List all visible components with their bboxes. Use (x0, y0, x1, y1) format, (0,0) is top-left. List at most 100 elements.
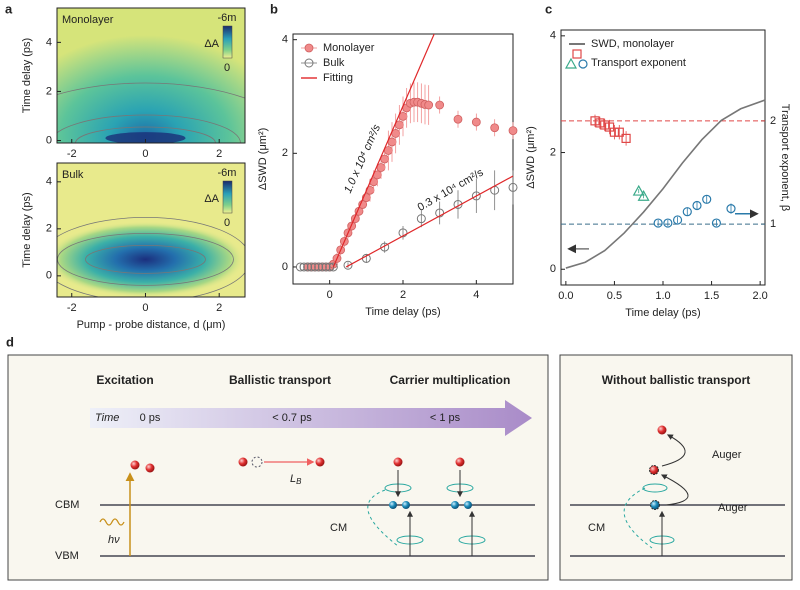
auger-arrow (660, 474, 689, 506)
x-tick-label: 0 (142, 148, 148, 160)
point (435, 208, 445, 218)
x-tick-label: 0.5 (607, 290, 622, 302)
point (614, 127, 624, 137)
heatmap-annotation: Bulk (62, 169, 84, 181)
y-tick-label: 2 (46, 85, 52, 97)
legend-label: SWD, monolayer (591, 38, 674, 50)
heatmap-annotation: Monolayer (62, 14, 114, 26)
electron (238, 457, 248, 467)
cm-label: CM (588, 522, 605, 534)
contour (75, 126, 216, 143)
point (653, 218, 663, 228)
heatmap-image (57, 8, 245, 143)
x-tick-label: 1.0 (655, 290, 670, 302)
point (637, 189, 650, 201)
plot-frame (56, 7, 246, 144)
annotation: 0.3 x 10⁴ cm²/s (416, 166, 486, 214)
point (600, 120, 610, 130)
point (663, 218, 673, 228)
point (304, 43, 314, 53)
y-tick-label: 2 (550, 146, 556, 158)
point (490, 123, 500, 133)
y-tick-label: 0 (550, 263, 556, 275)
y-tick-label: 0 (282, 261, 288, 273)
point (471, 191, 481, 201)
y-tick-label: 4 (550, 30, 556, 42)
y-axis-label: Time delay (ps) (21, 38, 33, 113)
photon-wave (99, 518, 125, 526)
colorbar-label: ΔA (204, 38, 219, 50)
cm-group (384, 457, 424, 556)
stage-title: Ballistic transport (229, 373, 331, 387)
point (692, 200, 702, 211)
panel-label: a (5, 1, 13, 16)
point (672, 215, 683, 225)
point (578, 59, 588, 69)
x-tick-label: -2 (67, 148, 77, 160)
point (595, 118, 605, 128)
point (343, 260, 353, 270)
cm-arc (367, 489, 399, 547)
x-tick-label: -2 (67, 302, 77, 314)
distance-main: L (290, 473, 296, 485)
stage-title: Carrier multiplication (390, 373, 511, 387)
panel-label: c (545, 1, 552, 16)
left-box (7, 354, 549, 581)
point (508, 126, 518, 135)
cbm-label: CBM (55, 499, 79, 511)
time-value: 0 ps (140, 412, 161, 424)
colorbar (222, 25, 233, 59)
y2-axis-label: Transport exponent, β (779, 104, 791, 211)
point (564, 57, 578, 69)
panel-label: d (6, 334, 14, 349)
distance-label: LB (290, 473, 302, 486)
y-tick-label: 4 (282, 34, 288, 46)
cm-arc (623, 487, 653, 549)
point (702, 194, 712, 204)
panel-label: b (270, 1, 278, 16)
point (424, 100, 434, 110)
electron (145, 463, 155, 473)
auger-label: Auger (718, 502, 748, 514)
colorbar-label: ΔA (204, 193, 219, 205)
x-axis-label: Time delay (ps) (625, 307, 700, 319)
electron (649, 465, 659, 475)
stage-title: Excitation (96, 373, 153, 387)
y2-tick-label: 1 (770, 218, 776, 230)
time-arrow (90, 400, 532, 436)
y2-tick-label: 2 (770, 115, 776, 127)
right-box (559, 354, 793, 581)
point (632, 184, 645, 196)
contour (57, 82, 245, 99)
colorbar-tick: -6m (218, 12, 237, 24)
diagram: d Excitation Ballistic transport Carrier… (6, 334, 793, 581)
point (304, 58, 314, 68)
electron-ghost (251, 456, 263, 468)
data-line (565, 99, 766, 269)
point (726, 204, 736, 214)
electron (657, 425, 667, 435)
y-tick-label: 2 (46, 223, 52, 235)
cm-group (446, 457, 486, 556)
fit-line (332, 34, 435, 268)
x-tick-label: 0 (327, 289, 333, 301)
x-tick-label: 0.0 (558, 290, 573, 302)
point (471, 117, 481, 127)
time-value: < 0.7 ps (272, 412, 312, 424)
vbm-label: VBM (55, 550, 79, 562)
x-tick-label: 2 (216, 148, 222, 160)
heatmap-blob (57, 221, 245, 297)
time-label: Time (95, 412, 119, 424)
electron (130, 460, 140, 470)
point (508, 182, 518, 192)
point (398, 228, 408, 238)
colorbar-tick: 0 (224, 217, 230, 229)
point (590, 116, 600, 126)
heatmap-bg (57, 8, 245, 143)
y-axis-label: Time delay (ps) (21, 192, 33, 267)
box-title: Without ballistic transport (602, 373, 751, 387)
plot-frame (56, 162, 246, 298)
legend-label: Monolayer (323, 42, 375, 54)
point (453, 114, 463, 124)
y-tick-label: 2 (282, 147, 288, 159)
